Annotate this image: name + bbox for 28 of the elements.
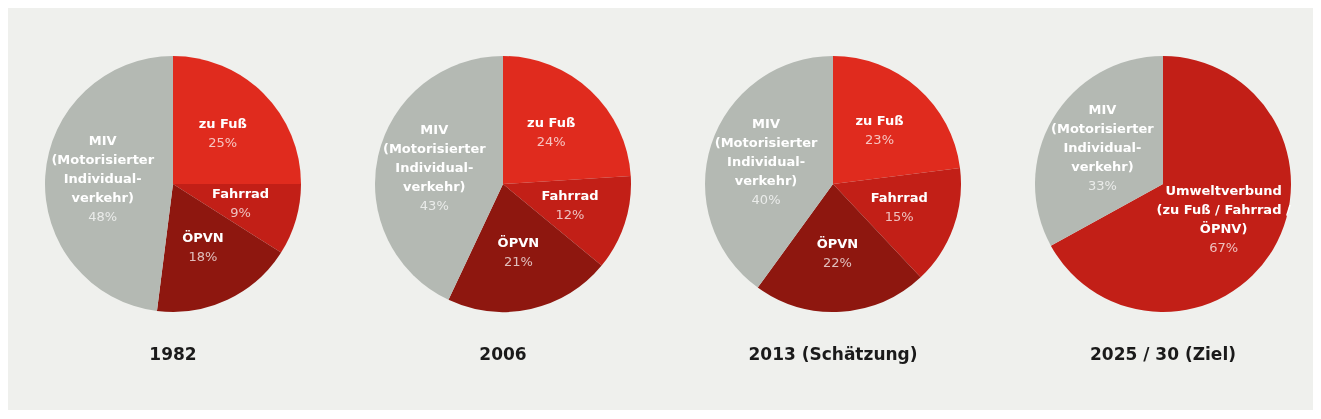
slice-label: zu Fuß bbox=[198, 116, 247, 132]
slice-label: MIV (Motorisierter Individual- verkehr) bbox=[1051, 101, 1155, 174]
data-label: 25% bbox=[208, 135, 238, 151]
slice-label: ÖPVN bbox=[182, 229, 224, 245]
slice-label: zu Fuß bbox=[527, 114, 576, 130]
text: 2006 bbox=[479, 344, 527, 364]
data-label: 15% bbox=[884, 208, 914, 224]
slice-label: Fahrrad bbox=[870, 189, 928, 205]
slice-label: Fahrrad bbox=[212, 185, 270, 201]
slice-label: Umweltverbund (zu Fuß / Fahrrad / ÖPNV) bbox=[1156, 182, 1291, 236]
data-label: 21% bbox=[503, 253, 533, 269]
data-label: 23% bbox=[865, 132, 895, 148]
text: 1982 bbox=[149, 344, 197, 364]
slice-label: ÖPVN bbox=[497, 234, 540, 250]
slice-label: MIV (Motorisierter Individual- verkehr) bbox=[714, 115, 818, 188]
slice-label: ÖPVN bbox=[816, 236, 859, 252]
data-label: 18% bbox=[188, 248, 218, 264]
slice-label: Fahrrad bbox=[541, 187, 599, 203]
data-label: 12% bbox=[555, 206, 585, 222]
data-label: 22% bbox=[822, 255, 852, 271]
slice-label: MIV (Motorisierter Individual- verkehr) bbox=[382, 122, 487, 195]
data-label: 67% bbox=[1209, 239, 1239, 255]
text: 2013 (Schätzung) bbox=[748, 344, 918, 364]
data-label: 9% bbox=[230, 204, 251, 220]
slice-label: MIV (Motorisierter Individual- verkehr) bbox=[51, 132, 155, 205]
text: 2025 / 30 (Ziel) bbox=[1090, 344, 1236, 364]
slice-label: zu Fuß bbox=[855, 113, 904, 129]
data-label: 24% bbox=[536, 133, 566, 149]
